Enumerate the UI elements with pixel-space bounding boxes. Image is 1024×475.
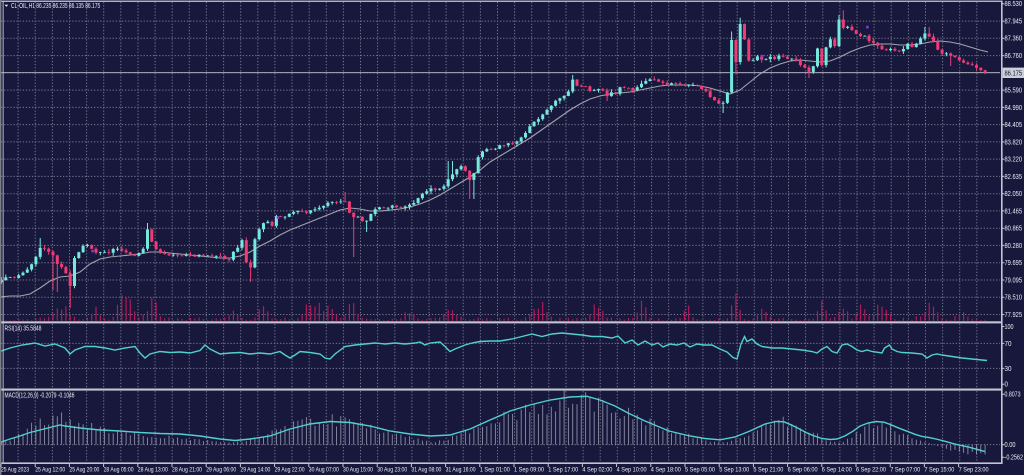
svg-text:100: 100 xyxy=(1005,324,1014,331)
svg-text:1 Sep 01:00: 1 Sep 01:00 xyxy=(480,467,510,474)
svg-text:5 Sep 05:00: 5 Sep 05:00 xyxy=(685,467,715,474)
svg-text:83.820: 83.820 xyxy=(1005,139,1023,146)
svg-text:4 Sep 02:00: 4 Sep 02:00 xyxy=(582,467,612,474)
svg-text:80.280: 80.280 xyxy=(1005,243,1023,250)
svg-text:1 Sep 09:00: 1 Sep 09:00 xyxy=(514,467,544,474)
svg-text:29 Aug 06:00: 29 Aug 06:00 xyxy=(206,467,236,474)
svg-text:5 Sep 21:00: 5 Sep 21:00 xyxy=(753,467,783,474)
svg-text:79.695: 79.695 xyxy=(1005,260,1023,267)
svg-text:6 Sep 06:00: 6 Sep 06:00 xyxy=(788,467,818,474)
svg-text:29 Aug 22:00: 29 Aug 22:00 xyxy=(275,467,305,474)
svg-text:7 Sep 23:00: 7 Sep 23:00 xyxy=(959,467,989,474)
svg-text:29 Aug 14:00: 29 Aug 14:00 xyxy=(240,467,270,474)
svg-text:86.175: 86.175 xyxy=(85,3,100,10)
svg-text:25 Aug 20:00: 25 Aug 20:00 xyxy=(69,467,99,474)
svg-text:1 Sep 17:00: 1 Sep 17:00 xyxy=(548,467,578,474)
svg-text:86.135: 86.135 xyxy=(69,3,84,10)
svg-text:86.175: 86.175 xyxy=(1005,70,1023,77)
svg-text:7 Sep 07:00: 7 Sep 07:00 xyxy=(890,467,920,474)
svg-text:77.925: 77.925 xyxy=(1005,312,1023,319)
svg-text:86.235: 86.235 xyxy=(36,3,51,10)
svg-text:4 Sep 10:00: 4 Sep 10:00 xyxy=(617,467,647,474)
svg-text:83.220: 83.220 xyxy=(1005,157,1023,164)
svg-text:25 Aug 2023: 25 Aug 2023 xyxy=(1,467,29,474)
svg-text:25 Aug 12:00: 25 Aug 12:00 xyxy=(35,467,65,474)
svg-text:30 Aug 23:00: 30 Aug 23:00 xyxy=(377,467,407,474)
svg-text:0.00: 0.00 xyxy=(1005,442,1016,449)
svg-text:79.095: 79.095 xyxy=(1005,277,1023,284)
svg-text:0: 0 xyxy=(1005,382,1009,389)
svg-text:81.465: 81.465 xyxy=(1005,208,1023,215)
svg-text:31 Aug 08:00: 31 Aug 08:00 xyxy=(411,467,441,474)
svg-text:MACD(12,26,9) -0.2079 -0.1046: MACD(12,26,9) -0.2079 -0.1046 xyxy=(5,393,75,400)
svg-text:0.8073: 0.8073 xyxy=(1005,392,1021,399)
svg-text:70: 70 xyxy=(1005,341,1012,348)
svg-text:84.990: 84.990 xyxy=(1005,105,1023,112)
svg-text:4 Sep 18:00: 4 Sep 18:00 xyxy=(651,467,681,474)
svg-text:6 Sep 22:00: 6 Sep 22:00 xyxy=(856,467,886,474)
svg-text:28 Aug 05:00: 28 Aug 05:00 xyxy=(104,467,134,474)
svg-text:5 Sep 13:00: 5 Sep 13:00 xyxy=(719,467,749,474)
svg-text:RSI(14) 35.5848: RSI(14) 35.5848 xyxy=(5,325,42,332)
svg-text:30 Aug 07:00: 30 Aug 07:00 xyxy=(309,467,339,474)
svg-text:30: 30 xyxy=(1005,366,1012,373)
svg-text:80.865: 80.865 xyxy=(1005,226,1023,233)
svg-text:86.235: 86.235 xyxy=(53,3,68,10)
svg-text:86.760: 86.760 xyxy=(1005,53,1023,60)
svg-text:85.590: 85.590 xyxy=(1005,88,1023,95)
svg-text:CL-OIL,H1: CL-OIL,H1 xyxy=(11,3,35,10)
svg-text:-0.2562: -0.2562 xyxy=(1005,455,1024,462)
svg-text:28 Aug 21:00: 28 Aug 21:00 xyxy=(172,467,202,474)
svg-text:31 Aug 16:00: 31 Aug 16:00 xyxy=(446,467,476,474)
svg-text:87.360: 87.360 xyxy=(1005,36,1023,43)
svg-text:78.510: 78.510 xyxy=(1005,295,1023,302)
svg-text:87.945: 87.945 xyxy=(1005,18,1023,25)
svg-text:28 Aug 13:00: 28 Aug 13:00 xyxy=(138,467,168,474)
svg-text:82.635: 82.635 xyxy=(1005,174,1023,181)
svg-text:82.050: 82.050 xyxy=(1005,191,1023,198)
svg-text:84.405: 84.405 xyxy=(1005,122,1023,129)
svg-text:7 Sep 15:00: 7 Sep 15:00 xyxy=(924,467,954,474)
svg-text:30 Aug 15:00: 30 Aug 15:00 xyxy=(343,467,373,474)
svg-text:88.530: 88.530 xyxy=(1005,1,1023,8)
svg-text:6 Sep 14:00: 6 Sep 14:00 xyxy=(822,467,852,474)
